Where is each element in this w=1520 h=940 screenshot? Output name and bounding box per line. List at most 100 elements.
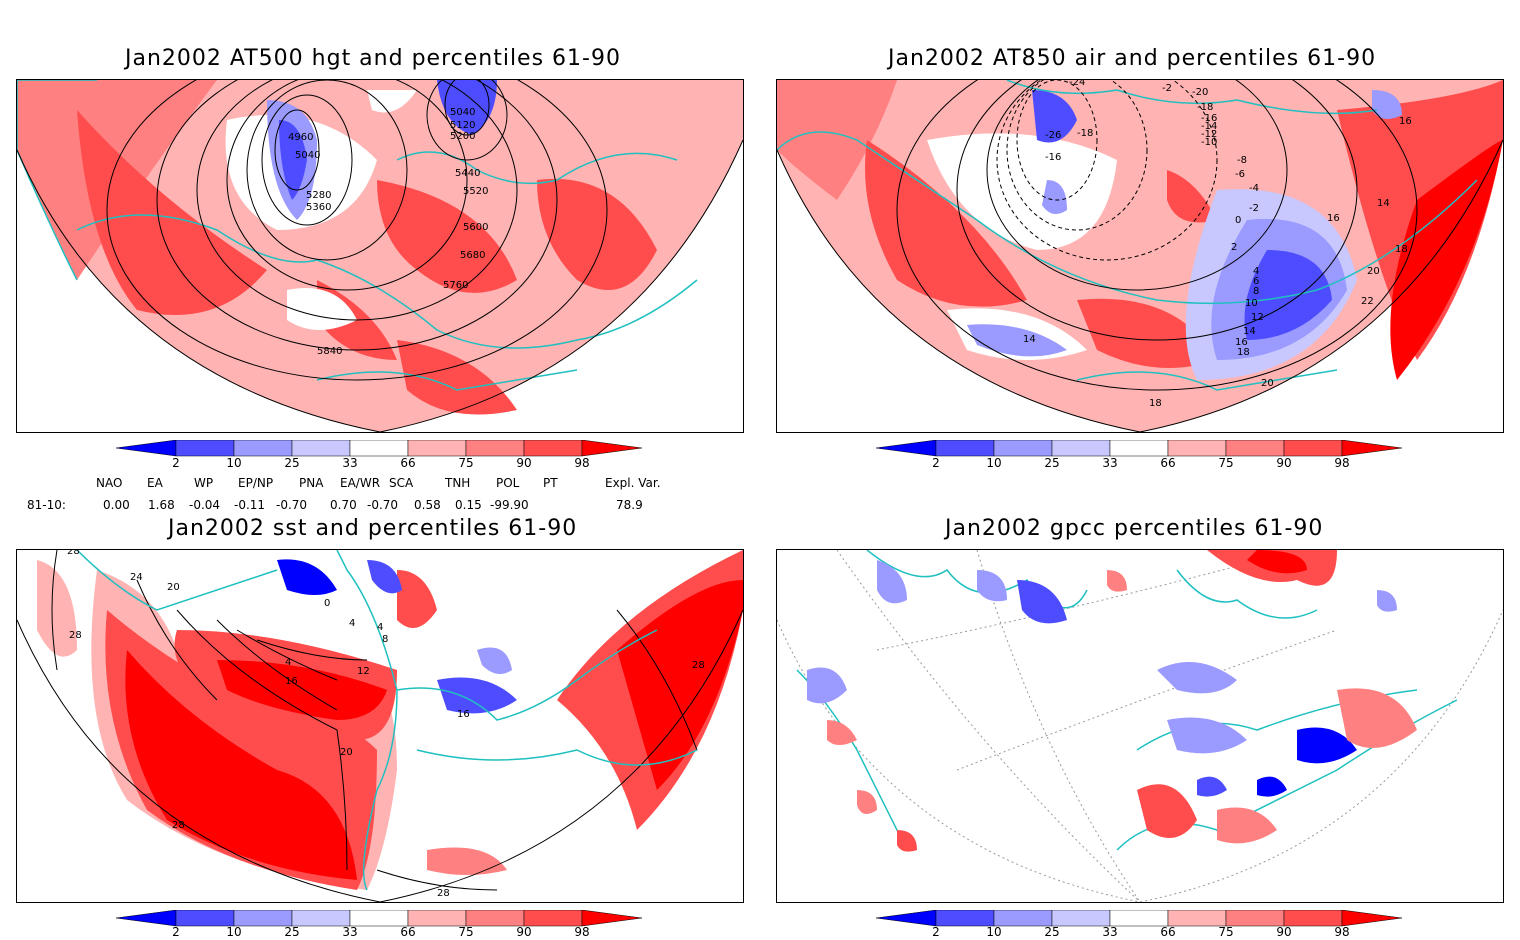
contour-label: 4: [349, 618, 355, 629]
contour-label: -26: [1045, 130, 1061, 141]
colorbar-label: 10: [986, 925, 1002, 939]
contour-label: 8: [1253, 286, 1259, 297]
contour-label: 4: [1253, 266, 1259, 277]
contour-label: 5040: [295, 150, 320, 161]
contour-label: 5440: [455, 168, 480, 179]
colorbar-bottom-left: [116, 910, 643, 927]
contour-label: 6: [1253, 276, 1259, 287]
index-value-pol: 0.15: [455, 498, 482, 512]
contour-label: -24: [1069, 80, 1085, 88]
colorbar-label: 66: [400, 456, 416, 470]
contour-label: 4: [285, 657, 291, 668]
contour-label: 5120: [450, 120, 475, 131]
contour-label: 0: [324, 598, 330, 609]
contour-label: 28: [172, 820, 185, 831]
contour-label: 4: [377, 622, 383, 633]
contour-label: 16: [1235, 337, 1248, 348]
contour-label: 20: [167, 582, 180, 593]
index-value-nao: 0.00: [103, 498, 130, 512]
contour-label: -12: [1201, 129, 1217, 140]
map-hgt: 4960 5040 5040 5120 5200 5280 5360 5440 …: [16, 79, 744, 433]
contour-label: 18: [1395, 244, 1408, 255]
colorbar-label: 90: [516, 456, 532, 470]
contour-label: 16: [1399, 116, 1412, 127]
colorbar-label: 66: [400, 925, 416, 939]
index-value-sca: -0.70: [367, 498, 399, 512]
contour-label: 5760: [443, 280, 468, 291]
contour-label: -8: [1237, 155, 1247, 166]
colorbar-label: 98: [574, 456, 590, 470]
colorbar-label: 33: [342, 456, 358, 470]
colorbar-label: 25: [1044, 456, 1060, 470]
index-value-wp: -0.04: [189, 498, 221, 512]
map-sst-svg: 28 24 20 28 0 4 4 8 4 12 16 16 20 28 28 …: [17, 550, 743, 902]
contour-label: 16: [457, 709, 470, 720]
contour-label: 20: [340, 747, 353, 758]
index-row-label: 81-10:: [27, 498, 66, 512]
index-header: Expl. Var.: [605, 476, 661, 490]
contour-label: 18: [1149, 398, 1162, 409]
colorbar-label: 33: [1102, 925, 1118, 939]
contour-label: 2: [1231, 242, 1237, 253]
teleconnection-index-table: NAO EA WP EP/NP PNA EA/WR SCA TNH POL PT…: [0, 470, 760, 514]
colorbar-bottom-right: [876, 910, 1403, 927]
contour-label: -18: [1077, 128, 1093, 139]
index-header: POL: [496, 476, 520, 490]
index-header: PT: [543, 476, 558, 490]
map-gpcc: [776, 549, 1504, 903]
contour-label: -4: [1249, 183, 1259, 194]
contour-label: -16: [1045, 152, 1061, 163]
contour-label: -14: [1201, 121, 1217, 132]
contour-label: 5520: [463, 186, 488, 197]
index-value-pt: -99.90: [490, 498, 529, 512]
index-header: EA/WR: [340, 476, 381, 490]
contour-label: -10: [1201, 137, 1217, 148]
colorbar-label: 75: [1218, 925, 1234, 939]
contour-label: -2: [1249, 203, 1259, 214]
index-value-ea: 1.68: [148, 498, 175, 512]
colorbar-label: 98: [1334, 456, 1350, 470]
contour-label: 8: [382, 634, 388, 645]
index-value-eawr: 0.70: [330, 498, 357, 512]
contour-label: 5200: [450, 131, 475, 142]
map-hgt-svg: 4960 5040 5040 5120 5200 5280 5360 5440 …: [17, 80, 743, 432]
colorbar-label: 90: [1276, 456, 1292, 470]
colorbar-label: 75: [458, 925, 474, 939]
index-header: EP/NP: [238, 476, 274, 490]
index-value-pna: -0.70: [276, 498, 308, 512]
index-value-epnp: -0.11: [234, 498, 266, 512]
colorbar-label: 90: [516, 925, 532, 939]
contour-label: 28: [69, 630, 82, 641]
index-header: WP: [194, 476, 214, 490]
contour-label: 14: [1023, 334, 1036, 345]
contour-label: 22: [1361, 296, 1374, 307]
colorbar-top-left: [116, 440, 643, 457]
contour-label: 0: [1235, 215, 1241, 226]
contour-label: 28: [692, 660, 705, 671]
contour-label: 24: [130, 572, 143, 583]
colorbar-label: 98: [1334, 925, 1350, 939]
colorbar-label: 2: [932, 925, 940, 939]
contour-label: 14: [1377, 198, 1390, 209]
colorbar-label: 10: [986, 456, 1002, 470]
contour-label: -6: [1235, 169, 1245, 180]
colorbar-label: 10: [226, 925, 242, 939]
contour-label: 20: [1367, 266, 1380, 277]
index-header: EA: [147, 476, 163, 490]
contour-label: -20: [1192, 87, 1208, 98]
contour-label: -18: [1197, 102, 1213, 113]
contour-label: 5680: [460, 250, 485, 261]
contour-label: 4960: [288, 132, 313, 143]
colorbar-label: 25: [1044, 925, 1060, 939]
colorbar-label: 75: [458, 456, 474, 470]
colorbar-label: 98: [574, 925, 590, 939]
colorbar-label: 25: [284, 456, 300, 470]
contour-label: 12: [1251, 312, 1264, 323]
colorbar-label: 66: [1160, 925, 1176, 939]
contour-label: -16: [1201, 113, 1217, 124]
panel-title-sst: Jan2002 sst and percentiles 61-90: [168, 516, 578, 541]
contour-label: 28: [67, 550, 80, 557]
colorbar-label: 2: [172, 925, 180, 939]
colorbar-label: 25: [284, 925, 300, 939]
index-header: SCA: [389, 476, 414, 490]
